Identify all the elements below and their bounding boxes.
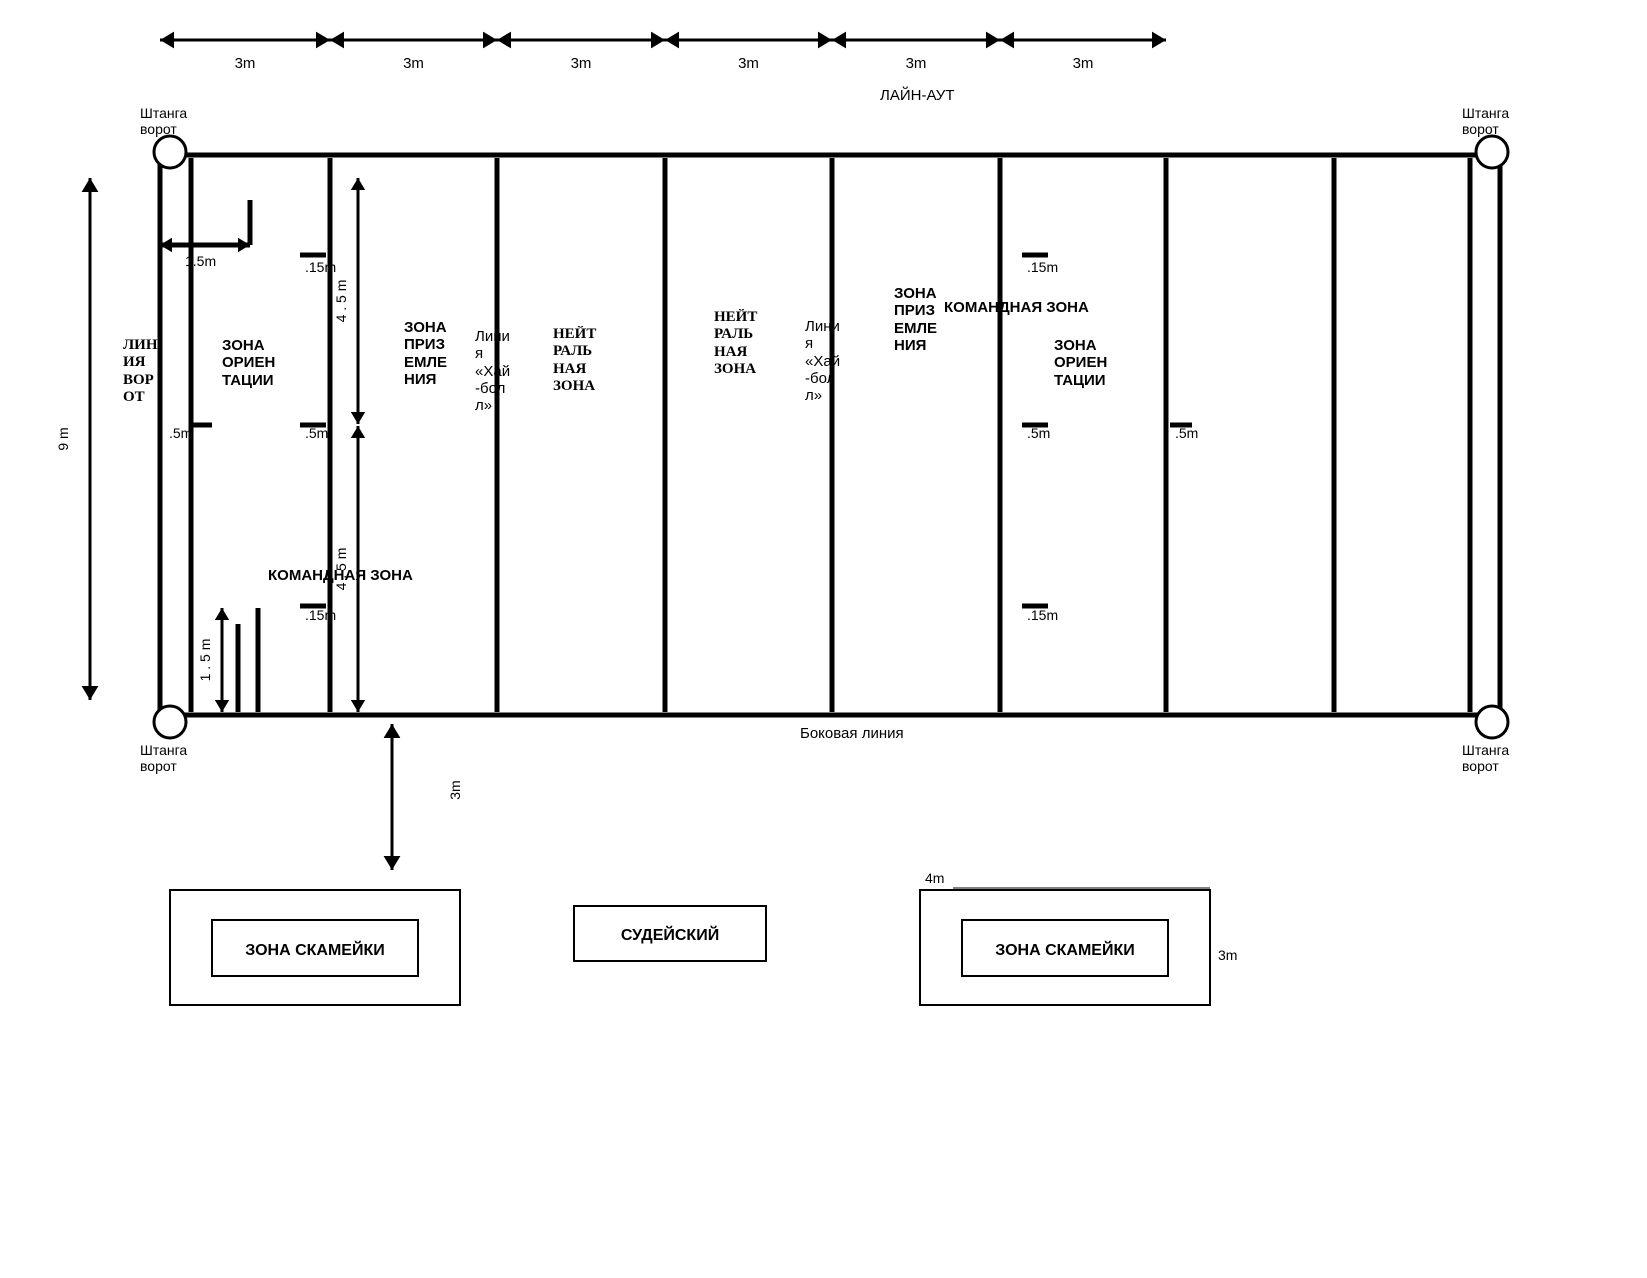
dim-label: 3m — [906, 55, 927, 72]
dim-label: .15m — [1027, 259, 1058, 275]
dim-label: .5m — [169, 425, 192, 441]
svg-text:Штанга: Штанга — [1462, 742, 1509, 758]
dim-label: .5m — [1027, 425, 1050, 441]
dim-label: 3m — [1218, 947, 1237, 963]
svg-text:Штанга: Штанга — [1462, 105, 1509, 121]
svg-text:Штанга: Штанга — [140, 105, 187, 121]
lineout-title: ЛАЙН-АУТ — [880, 86, 955, 104]
dim-label: .15m — [1027, 607, 1058, 623]
judge-label: СУДЕЙСКИЙ — [621, 925, 719, 944]
dim-label: .5m — [1175, 425, 1198, 441]
zone-label: Линия «Хай-болл» — [805, 318, 843, 518]
dim-label: .15m — [305, 607, 336, 623]
zone-label: КОМАНДНАЯ ЗОНА — [268, 567, 413, 584]
dim-label: 3m — [1073, 55, 1094, 72]
zone-label: Линия «Хай-болл» — [475, 328, 513, 528]
svg-text:ворот: ворот — [1462, 121, 1499, 137]
dim-label: 1.5m — [185, 253, 216, 269]
dim-label: 4m — [925, 870, 944, 886]
dim-label: 3m — [571, 55, 592, 72]
sideline-label: Боковая линия — [800, 725, 904, 742]
field-diagram: 3m3m3m3m3m3mЛАЙН-АУТ9 mШтангаворотШтанга… — [0, 0, 1647, 1278]
zone-label: КОМАНДНАЯ ЗОНА — [944, 299, 1089, 316]
zone-label: ЗОНА ОРИЕНТАЦИИ — [1054, 337, 1110, 537]
zone-label: ЗОНА ПРИЗЕМЛЕНИЯ — [404, 319, 452, 519]
svg-text:ворот: ворот — [140, 121, 177, 137]
svg-text:Штанга: Штанга — [140, 742, 187, 758]
svg-text:ворот: ворот — [140, 758, 177, 774]
bench-label: ЗОНА СКАМЕЙКИ — [995, 940, 1134, 959]
dim-label: 3m — [235, 55, 256, 72]
dim-label: 4 . 5 m — [333, 280, 349, 323]
dim-label: 3m — [447, 780, 463, 799]
zone-label: НЕЙТРАЛЬНАЯ ЗОНА — [553, 326, 601, 526]
dim-label: 9 m — [55, 427, 71, 450]
svg-text:1 . 5 m: 1 . 5 m — [197, 639, 213, 682]
zone-label: ЗОНА ОРИЕНТАЦИИ — [222, 337, 278, 537]
bench-label: ЗОНА СКАМЕЙКИ — [245, 940, 384, 959]
zone-label: НЕЙТРАЛЬНАЯ ЗОНА — [714, 309, 762, 509]
zone-label: ЗОНА ПРИЗЕМЛЕНИЯ — [894, 285, 942, 485]
dim-label: .5m — [305, 425, 328, 441]
dim-label: 3m — [738, 55, 759, 72]
dim-label: .15m — [305, 259, 336, 275]
dim-label: 3m — [403, 55, 424, 72]
svg-text:ворот: ворот — [1462, 758, 1499, 774]
zone-label: ЛИНИЯ ВОРОТ — [123, 337, 159, 537]
